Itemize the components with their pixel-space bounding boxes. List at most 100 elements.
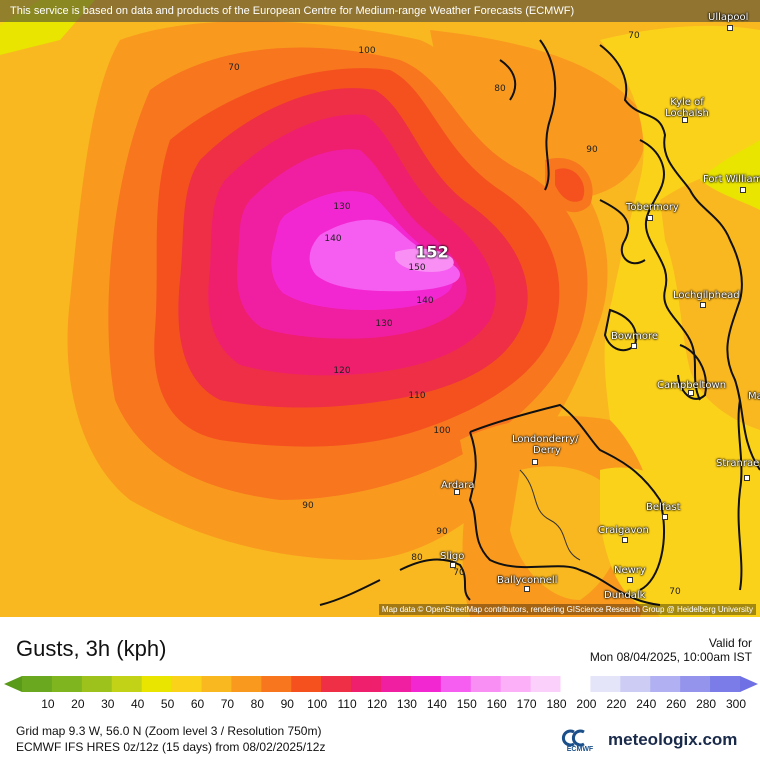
place-lochgilphead: Lochgilphead [673,290,740,301]
legend-tick-label: 160 [487,697,507,711]
legend-tick-label: 110 [338,697,357,711]
contour-label: 70 [628,31,640,41]
place-newry: Newry [614,565,646,576]
place-marker [450,562,456,568]
legend-swatch [590,676,621,692]
contour-label: 70 [453,568,465,578]
place-marker [627,577,633,583]
legend-swatch [560,676,591,692]
legend-tick-label: 150 [457,697,477,711]
contour-label: 70 [669,587,681,597]
legend-tick-label: 30 [101,697,115,711]
legend-tick-label: 280 [696,697,716,711]
legend-swatch [141,676,173,692]
contour-label: 150 [408,263,426,273]
grid-info: Grid map 9.3 W, 56.0 N (Zoom level 3 / R… [16,724,322,738]
place-craigavon: Craigavon [598,525,649,536]
legend-swatch [680,676,711,692]
legend-swatch [470,676,502,692]
legend-swatch [291,676,322,692]
legend-swatch [201,676,232,692]
legend-tick-label: 180 [546,697,566,711]
ecmwf-logo: ECMWF [560,728,600,756]
legend-tick-label: 220 [606,697,626,711]
legend-swatch [381,676,412,692]
legend-swatch [710,676,741,692]
legend-tick-label: 80 [251,697,265,711]
contour-label: 100 [358,46,376,56]
place-marker [700,302,706,308]
contour-label: 80 [411,553,423,563]
legend-swatch [111,676,143,692]
legend-tick-label: 300 [726,697,746,711]
legend-tick-label: 70 [221,697,235,711]
legend-color-scale: 10 20 30 40 50 60 70 80 90 100 110 120 130 140 150 160 1… [4,676,758,711]
place-derry: Derry [533,445,561,456]
place-marker [631,343,637,349]
legend-tick-label: 260 [666,697,686,711]
contour-label: 120 [333,366,351,376]
place-londonderry: Londonderry/ [512,434,579,445]
contour-label: 80 [494,84,506,94]
place-marker [524,586,530,592]
meteologix-logo[interactable]: meteologix.com [608,730,737,750]
place-tobermory: Tobermory [626,202,679,213]
place-marker [744,475,750,481]
legend-tick-label: 60 [191,697,205,711]
legend-tick-label: 100 [307,697,327,711]
max-gust-label: 152 [415,242,449,262]
place-marker [740,187,746,193]
place-marker [622,537,628,543]
gust-map[interactable]: This service is based on data and produc… [0,0,760,617]
place-marker [454,489,460,495]
legend-tick-label: 50 [161,697,175,711]
legend-tick-label: 140 [427,697,447,711]
place-ballyconnell: Ballyconnell [497,575,558,586]
ecmwf-logo-text: ECMWF [566,746,594,753]
place-marker [647,215,653,221]
legend-tick-label: 130 [397,697,417,711]
contour-label: 90 [586,145,598,155]
place-campbeltown: Campbeltown [657,380,727,391]
legend-tick-label: 10 [41,697,55,711]
legend-swatch [81,676,113,692]
place-marker [682,117,688,123]
legend-swatch [410,676,442,692]
place-stranraer: Stranraer [716,458,760,469]
place-marker [688,390,694,396]
ecmwf-banner: This service is based on data and produc… [0,0,760,22]
gust-field [0,0,760,617]
contour-label: 130 [375,319,393,329]
contour-label: 90 [302,501,314,511]
legend-swatch [620,676,651,692]
legend-swatch [500,676,532,692]
legend-tick-label: 20 [71,697,85,711]
legend-swatch [650,676,681,692]
valid-label: Valid for [708,636,752,650]
legend-arrow-low [4,676,22,692]
legend-tick-label: 40 [131,697,145,711]
place-marker [727,25,733,31]
model-info: ECMWF IFS HRES 0z/12z (15 days) from 08/… [16,740,326,754]
ecmwf-logo-icon [561,729,585,747]
legend-tick-label: 200 [576,697,596,711]
place-belfast: Belfast [646,502,681,513]
place-sligo: Sligo [440,551,465,562]
brand-name: meteologix.com [608,730,738,749]
contour-label: 100 [433,426,451,436]
legend-tick-label: 90 [281,697,295,711]
place-ardara: Ardara [441,480,475,491]
contour-label: 140 [416,296,434,306]
place-ma: Ma [748,391,760,402]
legend-tick-label: 170 [517,697,537,711]
legend-swatch [171,676,202,692]
legend-tick-label: 120 [367,697,387,711]
legend-swatch [51,676,83,692]
legend-swatch [321,676,352,692]
map-attribution: Map data © OpenStreetMap contributors, r… [378,604,756,615]
valid-time: Mon 08/04/2025, 10:00am IST [589,650,752,664]
place-ullapool: Ullapool [708,12,749,23]
legend-swatch [530,676,561,692]
legend-tick-label: 240 [636,697,656,711]
legend-swatch [261,676,292,692]
